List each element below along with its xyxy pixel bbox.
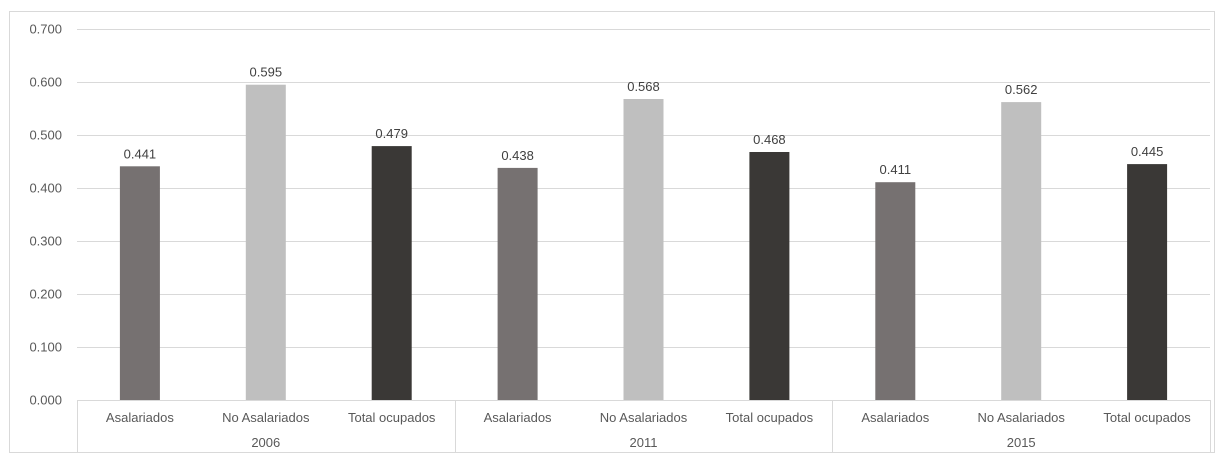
y-tick-label: 0.700 <box>29 22 62 37</box>
bar-2011-no-asalariados <box>623 99 664 400</box>
x-tick-label: Total ocupados <box>348 410 436 425</box>
data-label: 0.411 <box>880 162 912 177</box>
bar-2015-asalariados <box>875 182 916 400</box>
bar-2015-total-ocupados <box>1127 164 1168 400</box>
data-label: 0.468 <box>753 132 786 147</box>
y-tick-label: 0.000 <box>29 393 62 408</box>
data-label: 0.441 <box>124 146 157 161</box>
data-labels: 0.441 0.595 0.479 0.438 0.568 0.468 0.411 0.562… <box>124 65 1164 178</box>
y-tick-label: 0.600 <box>29 75 62 90</box>
y-tick-label: 0.100 <box>29 340 62 355</box>
y-tick-label: 0.500 <box>29 128 62 143</box>
group-label: 2015 <box>1007 435 1036 450</box>
x-tick-label: Total ocupados <box>1103 410 1191 425</box>
data-label: 0.479 <box>375 126 408 141</box>
bars <box>119 84 1168 400</box>
x-tick-label: No Asalariados <box>977 410 1065 425</box>
data-label: 0.445 <box>1131 144 1164 159</box>
bar-2006-no-asalariados <box>245 84 286 400</box>
bar-2011-total-ocupados <box>749 152 790 400</box>
x-tick-label: Total ocupados <box>726 410 814 425</box>
group-label: 2006 <box>251 435 280 450</box>
bar-2006-asalariados <box>119 166 160 400</box>
y-tick-label: 0.200 <box>29 287 62 302</box>
y-axis-ticks: 0.000 0.100 0.200 0.300 0.400 0.500 0.600 0.700 <box>29 22 62 408</box>
x-tick-label: Asalariados <box>861 410 929 425</box>
group-label: 2011 <box>630 435 658 450</box>
y-tick-label: 0.400 <box>29 181 62 196</box>
x-axis: Asalariados No Asalariados Total ocupados 2… <box>77 400 1211 453</box>
x-tick-label: Asalariados <box>484 410 552 425</box>
bar-2015-no-asalariados <box>1001 102 1042 400</box>
x-tick-label: Asalariados <box>106 410 174 425</box>
data-label: 0.562 <box>1005 82 1038 97</box>
bar-2011-asalariados <box>497 167 538 400</box>
x-tick-label: No Asalariados <box>222 410 310 425</box>
data-label: 0.595 <box>250 65 283 80</box>
data-label: 0.438 <box>501 148 534 163</box>
x-tick-label: No Asalariados <box>600 410 688 425</box>
data-label: 0.568 <box>627 79 660 94</box>
bar-2006-total-ocupados <box>371 146 412 400</box>
y-tick-label: 0.300 <box>29 234 62 249</box>
